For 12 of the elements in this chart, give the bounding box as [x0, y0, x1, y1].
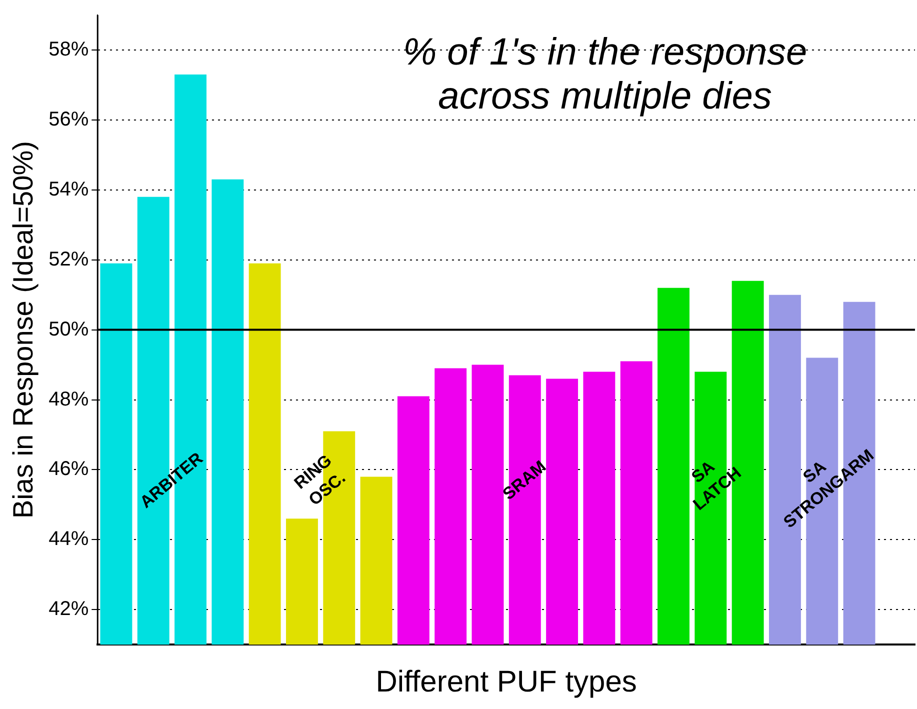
text: % of 1's in the response across multiple dies — [402, 32, 808, 118]
y-tick-label: 54% — [48, 178, 89, 200]
x-axis-title: Different PUF types — [376, 665, 637, 698]
y-tick-label: 48% — [48, 388, 89, 410]
y-tick-label: 52% — [48, 248, 89, 270]
y-axis-title: Bias in Response (Ideal=50%) — [8, 141, 39, 519]
y-tick-label: 44% — [48, 528, 89, 550]
y-tick-label: 58% — [48, 38, 89, 60]
y-tick-label: 50% — [48, 318, 89, 340]
y-tick-label: 46% — [48, 458, 89, 480]
y-tick-label: 56% — [48, 108, 89, 130]
y-tick-label: 42% — [48, 598, 89, 620]
